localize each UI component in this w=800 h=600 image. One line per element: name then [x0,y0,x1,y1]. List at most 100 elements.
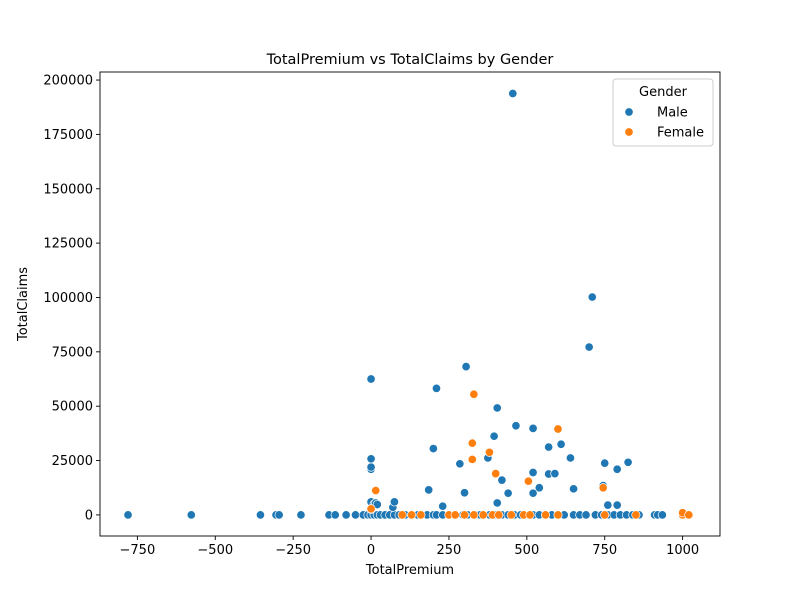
plot-frame [99,71,721,537]
point-male-77 [603,500,613,510]
point-female-29 [598,483,608,493]
point-male-90 [511,421,521,431]
x-axis-label: TotalPremium [365,563,454,578]
point-female-7 [459,510,470,520]
point-male-70 [492,498,502,508]
point-female-8 [469,510,479,520]
point-male-4 [274,510,284,520]
point-female-14 [525,510,535,520]
point-male-101 [612,464,622,474]
point-female-4 [416,510,426,520]
x-tick-label: 750 [592,543,617,558]
legend-marker-male [624,107,634,117]
point-male-72 [503,488,513,498]
point-male-99 [587,292,597,302]
point-male-98 [584,342,594,352]
point-female-15 [540,510,551,520]
point-male-64 [372,499,382,510]
point-female-17 [600,510,610,520]
point-male-67 [424,485,434,495]
point-male-97 [565,453,575,463]
ticks-layer: −750 −500 −250 0 250 500 750 1000 0 25000 50000 750… [43,74,699,558]
y-tick-label: 100000 [43,291,93,306]
point-male-66 [389,497,399,507]
point-male-5 [296,510,306,520]
axes-layer [99,71,721,537]
point-female-23 [467,438,477,448]
point-female-1 [371,486,381,496]
point-male-68 [438,501,448,511]
y-tick-label: 25000 [52,454,93,469]
y-tick-label: 150000 [43,182,93,197]
point-male-47 [581,510,591,520]
chart-title: TotalPremium vs TotalClaims by Gender [266,52,554,68]
point-female-22 [467,454,477,465]
point-female-3 [407,510,417,520]
point-female-6 [450,510,460,520]
legend: Gender Male Female [612,78,714,147]
point-male-78 [612,500,622,510]
legend-label-female: Female [657,126,704,141]
point-male-95 [550,469,560,479]
point-female-21 [684,510,694,520]
point-male-74 [534,483,544,493]
legend-marker-female [624,127,634,137]
point-female-18 [631,510,641,520]
point-female-24 [469,389,479,399]
legend-box [612,78,714,147]
point-female-0 [366,504,376,514]
point-male-103 [508,88,518,99]
point-male-102 [623,457,633,467]
point-male-58 [657,510,667,520]
point-male-84 [431,383,442,393]
point-female-28 [553,424,563,434]
point-female-26 [491,469,501,479]
legend-label-male: Male [657,106,688,121]
point-male-9 [350,510,361,520]
x-tick-label: −250 [275,543,311,558]
point-female-16 [553,510,563,520]
x-tick-label: −500 [197,543,233,558]
x-tick-label: 1000 [666,543,699,558]
point-male-0 [123,510,133,520]
x-tick-label: 500 [514,543,539,558]
x-tick-label: −750 [120,543,156,558]
point-male-88 [489,431,499,441]
point-male-71 [497,475,507,485]
y-axis-label: TotalClaims [16,267,31,342]
x-tick-label: 250 [437,543,462,558]
y-tick-label: 0 [85,508,93,523]
y-tick-label: 175000 [43,128,93,143]
point-male-2 [255,510,265,520]
x-tick-label: 0 [367,543,375,558]
y-tick-label: 200000 [43,74,93,89]
point-male-93 [544,442,554,452]
point-male-1 [186,510,196,520]
point-male-83 [428,444,438,454]
point-male-82 [366,374,376,384]
point-male-89 [492,403,502,413]
legend-title: Gender [639,85,688,100]
point-female-12 [506,510,516,520]
point-male-96 [556,439,566,449]
point-male-7 [330,510,340,520]
y-tick-label: 50000 [52,400,93,415]
point-male-73 [528,488,538,498]
point-male-81 [366,454,376,464]
y-tick-label: 75000 [52,345,93,360]
point-male-91 [528,423,538,433]
points-layer [123,88,694,520]
point-female-9 [478,510,488,520]
point-male-92 [528,467,538,478]
point-female-27 [523,476,533,486]
point-female-11 [494,510,504,520]
point-male-85 [455,459,465,469]
point-male-8 [341,510,351,520]
y-tick-label: 125000 [43,237,93,252]
point-male-86 [461,362,471,372]
point-male-75 [569,484,579,494]
point-male-100 [600,458,610,468]
point-male-69 [459,488,470,498]
point-female-2 [397,510,407,520]
